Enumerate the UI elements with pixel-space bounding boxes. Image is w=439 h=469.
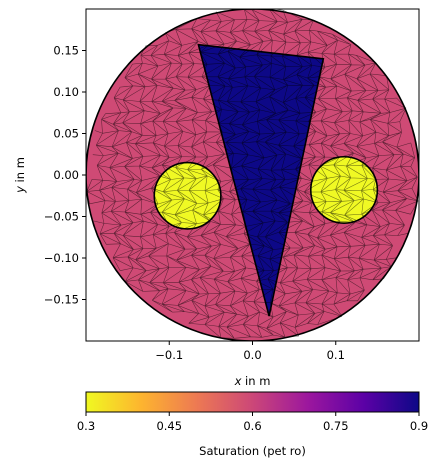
colorbar-tick-label: 0.75 xyxy=(323,419,349,433)
y-tick-label: −0.15 xyxy=(44,293,79,307)
y-axis-label: y in m xyxy=(13,157,27,194)
colorbar-tick-label: 0.9 xyxy=(410,419,428,433)
outline-right-inclusion xyxy=(309,155,379,224)
y-tick-label: 0.00 xyxy=(53,168,79,182)
outline-wedge xyxy=(197,43,325,317)
colorbar-gradient xyxy=(85,391,420,413)
x-tick-label: 0.1 xyxy=(327,348,345,362)
colorbar-tick-label: 0.45 xyxy=(156,419,182,433)
y-ticks: 0.15 0.10 0.05 0.00 −0.05 −0.10 −0.15 xyxy=(44,44,86,307)
x-ticks: −0.1 0.0 0.1 xyxy=(155,341,345,362)
colorbar: 0.3 0.45 0.6 0.75 0.9 Saturation (pet ro) xyxy=(77,391,428,458)
colorbar-ticks: 0.3 0.45 0.6 0.75 0.9 xyxy=(77,412,428,433)
regions xyxy=(86,9,419,341)
colorbar-label: Saturation (pet ro) xyxy=(199,444,306,458)
x-tick-label: 0.0 xyxy=(243,348,261,362)
x-tick-label: −0.1 xyxy=(155,348,183,362)
y-tick-label: −0.10 xyxy=(44,251,79,265)
colorbar-tick-label: 0.3 xyxy=(77,419,95,433)
mesh-lines xyxy=(86,9,419,339)
y-tick-label: 0.15 xyxy=(53,44,79,58)
y-tick-label: 0.05 xyxy=(53,127,79,141)
x-axis-label: x in m xyxy=(234,374,271,388)
y-tick-label: −0.05 xyxy=(44,210,79,224)
mesh-edges xyxy=(86,9,419,339)
outline-left-inclusion xyxy=(153,161,222,230)
colorbar-tick-label: 0.6 xyxy=(243,419,261,433)
region-outlines xyxy=(86,9,419,341)
y-tick-label: 0.10 xyxy=(53,85,79,99)
plot-area xyxy=(86,9,419,341)
